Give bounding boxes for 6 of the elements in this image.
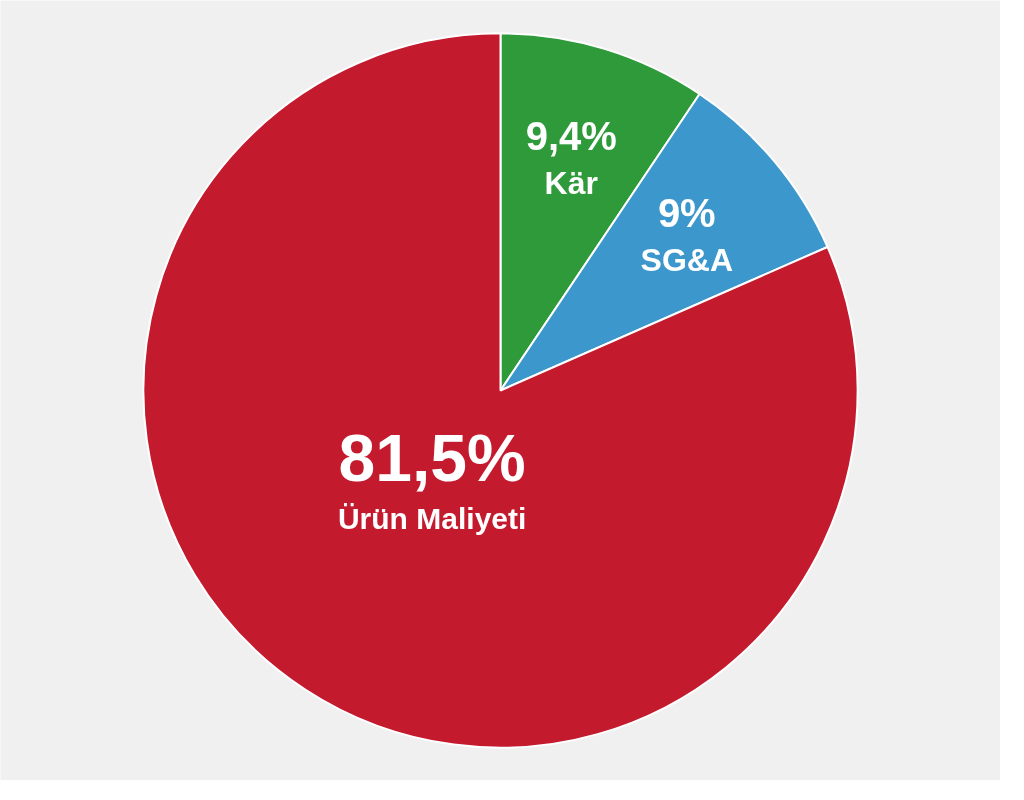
data-label: 9% xyxy=(657,190,716,235)
data-label: 9,4% xyxy=(525,114,617,159)
slice-label: Ürün Maliyeti xyxy=(337,502,527,536)
data-label: 81,5% xyxy=(338,421,526,496)
slice-label: Kär xyxy=(544,165,598,202)
slice-label: SG&A xyxy=(640,241,734,278)
